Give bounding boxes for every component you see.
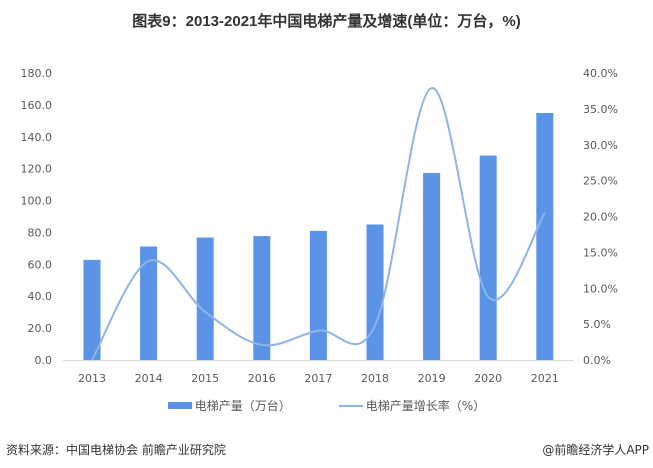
x-axis-tick: 2021: [531, 372, 559, 385]
left-axis-tick: 60.0: [28, 258, 53, 271]
chart: 0.0 20.0 40.0 60.0 80.0 100.0 120.0 140.0 160.0 1…: [21, 67, 618, 385]
bar: [423, 172, 441, 360]
bar: [309, 230, 327, 360]
x-axis-tick: 2018: [361, 372, 389, 385]
legend-item-line: 电梯产量增长率（%）: [338, 397, 486, 414]
x-axis-tick: 2013: [78, 372, 106, 385]
bar: [196, 237, 214, 360]
legend-swatch-bar: [167, 402, 192, 409]
growth-line: [91, 87, 546, 361]
right-axis-tick: 20.0%: [583, 211, 618, 224]
x-axis-tick: 2017: [304, 372, 332, 385]
legend-item-bar: 电梯产量（万台）: [167, 397, 291, 414]
x-axis-tick: 2019: [418, 372, 446, 385]
legend: 电梯产量（万台） 电梯产量增长率（%）: [0, 397, 653, 414]
credit: @前瞻经济学人APP: [542, 443, 649, 457]
right-axis-tick: 25.0%: [583, 175, 618, 188]
right-axis-tick: 40.0%: [583, 67, 618, 80]
right-axis-tick: 35.0%: [583, 103, 618, 116]
bar: [536, 113, 554, 360]
left-axis-tick: 40.0: [28, 290, 53, 303]
bar: [253, 236, 271, 360]
right-axis-tick: 5.0%: [583, 318, 611, 331]
bar: [140, 246, 158, 360]
left-axis-tick: 100.0: [21, 195, 53, 208]
legend-label: 电梯产量增长率（%）: [365, 399, 486, 413]
bar: [366, 224, 384, 360]
left-axis-tick: 140.0: [21, 131, 53, 144]
left-axis-tick: 120.0: [21, 163, 53, 176]
right-axis-tick: 10.0%: [583, 282, 618, 295]
chart-title: 图表9：2013-2021年中国电梯产量及增速(单位：万台，%): [132, 13, 521, 30]
x-axis-tick: 2014: [135, 372, 163, 385]
left-axis-tick: 180.0: [21, 67, 53, 80]
left-axis-tick: 160.0: [21, 99, 53, 112]
legend-label: 电梯产量（万台）: [194, 399, 291, 413]
right-axis-tick: 0.0%: [583, 354, 611, 367]
bar: [83, 259, 101, 360]
x-axis-tick: 2016: [248, 372, 276, 385]
left-axis-tick: 80.0: [28, 226, 53, 239]
legend-swatch-line: [338, 404, 363, 407]
source-note: 资料来源：中国电梯协会 前瞻产业研究院: [6, 443, 226, 457]
left-axis-tick: 20.0: [28, 322, 53, 335]
x-axis-tick: 2015: [191, 372, 219, 385]
right-axis-tick: 15.0%: [583, 246, 618, 259]
right-axis-tick: 30.0%: [583, 139, 618, 152]
left-axis-tick: 0.0: [35, 354, 53, 367]
x-axis-tick: 2020: [474, 372, 502, 385]
bar: [479, 155, 497, 360]
